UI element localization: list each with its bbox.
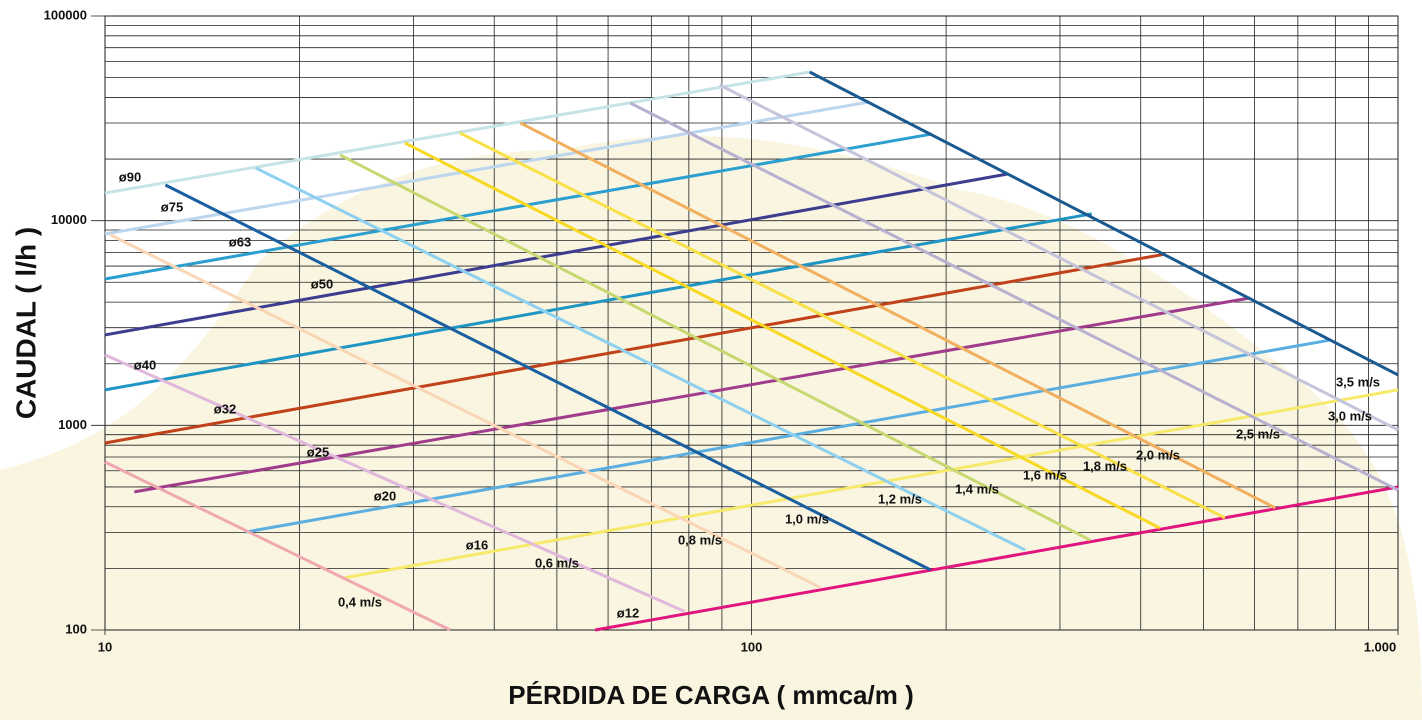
background-shape: [0, 135, 1422, 720]
series-line: [104, 252, 1166, 445]
y-tick-label: 1000: [58, 417, 87, 432]
series-line: [164, 183, 931, 572]
series-line: [104, 460, 451, 632]
series-line: [629, 101, 1399, 492]
series-line: [254, 166, 1026, 552]
series-label: 3,5 m/s: [1336, 374, 1380, 389]
x-tick-label: 100: [741, 639, 763, 654]
series-label: ø50: [311, 276, 333, 291]
series-label: ø63: [229, 234, 251, 249]
series-label: 2,0 m/s: [1136, 447, 1180, 462]
series-label: 0,6 m/s: [535, 555, 579, 570]
x-axis-title: PÉRDIDA DE CARGA ( mmca/m ): [508, 680, 913, 710]
series-label: 0,8 m/s: [678, 532, 722, 547]
series-line: [594, 485, 1399, 632]
series-label: 1,4 m/s: [955, 481, 999, 496]
series-label: ø90: [119, 169, 141, 184]
series-line: [104, 353, 686, 613]
series-label: 1,6 m/s: [1023, 467, 1067, 482]
series-line: [404, 141, 1161, 530]
series-line: [344, 388, 1399, 580]
series-label: 1,8 m/s: [1083, 458, 1127, 473]
x-tick-label: 1.000: [1364, 639, 1397, 654]
series-label: 0,4 m/s: [338, 594, 382, 609]
x-tick-label: 10: [98, 639, 112, 654]
y-tick-label: 10000: [51, 212, 87, 227]
series-line: [134, 296, 1251, 494]
y-tick-label: 100000: [44, 7, 87, 22]
series-label: ø16: [466, 537, 488, 552]
series-label: ø25: [307, 444, 329, 459]
series-label: ø75: [161, 199, 183, 214]
series-line: [104, 70, 810, 195]
series-label: ø20: [374, 488, 396, 503]
series-line: [104, 100, 870, 236]
y-axis-title: CAUDAL ( l/h ): [10, 227, 41, 419]
series-label: 2,5 m/s: [1236, 426, 1280, 441]
series-label: ø40: [134, 357, 156, 372]
series-line: [459, 131, 1226, 520]
series-line: [245, 338, 1331, 534]
series-label: ø32: [214, 401, 236, 416]
series-line: [104, 132, 932, 281]
series-label: 1,2 m/s: [878, 491, 922, 506]
series-label: 1,0 m/s: [785, 511, 829, 526]
series-line: [519, 121, 1277, 510]
series-label: ø12: [617, 605, 639, 620]
series-line: [339, 153, 1091, 542]
series-line: [109, 233, 822, 590]
series-label: 3,0 m/s: [1328, 408, 1372, 423]
series-line: [719, 83, 1399, 432]
series-line: [104, 212, 1093, 392]
y-tick-label: 100: [65, 621, 87, 636]
series-line: [808, 70, 1399, 377]
